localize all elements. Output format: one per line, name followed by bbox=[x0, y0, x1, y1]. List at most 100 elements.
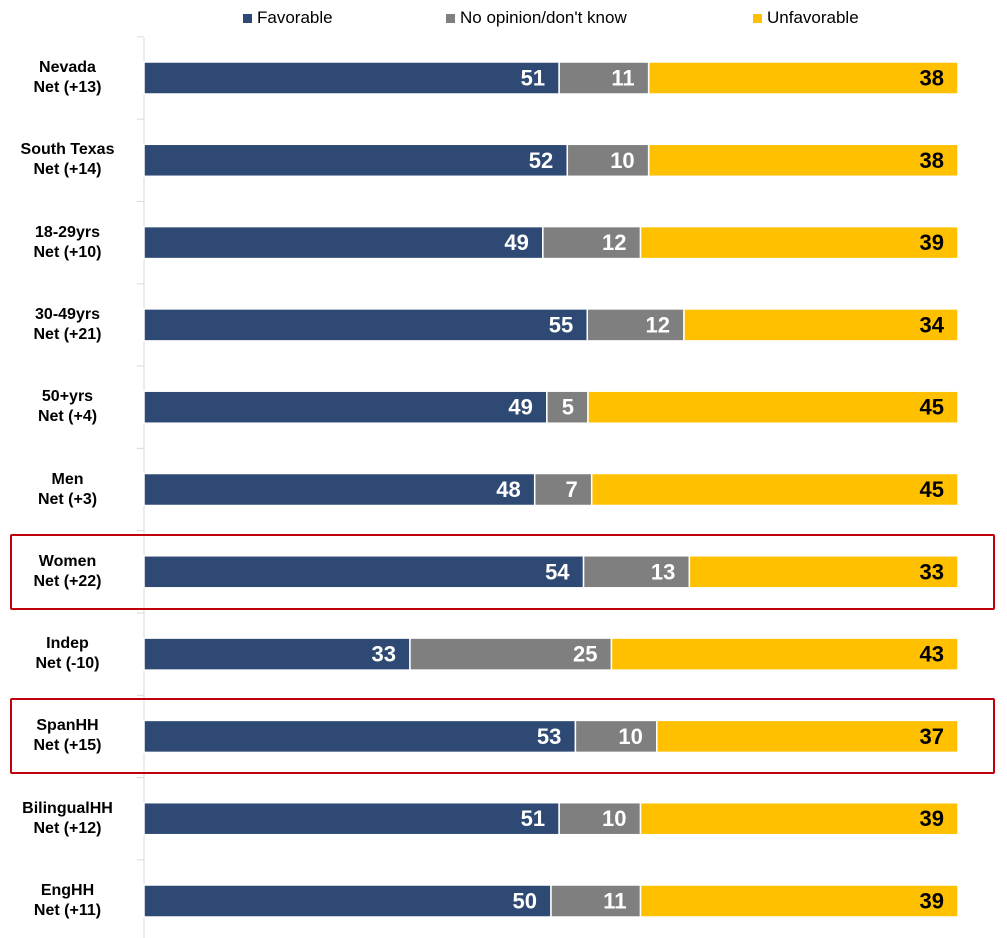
bar-favorable-30-49yrs bbox=[143, 308, 589, 342]
data-label-favorable-nevada: 51 bbox=[521, 66, 545, 91]
data-label-favorable-50-yrs: 49 bbox=[508, 395, 532, 420]
bar-favorable-men bbox=[143, 472, 536, 507]
data-label-favorable-women: 54 bbox=[545, 559, 570, 584]
bar-favorable-indep bbox=[143, 637, 411, 671]
data-label-unfavorable-bilingualhh: 39 bbox=[920, 806, 944, 831]
data-label-no-opinion-don-t-know-30-49yrs: 12 bbox=[645, 312, 669, 337]
bar-favorable-south-texas bbox=[143, 143, 569, 178]
data-label-no-opinion-don-t-know-nevada: 11 bbox=[611, 66, 634, 91]
data-label-unfavorable-50-yrs: 45 bbox=[920, 395, 944, 420]
legend-item-favorable: Favorable bbox=[243, 8, 333, 28]
category-label-nevada: Nevada Net (+13) bbox=[0, 58, 135, 98]
bar-favorable-50-yrs bbox=[143, 390, 548, 424]
data-label-favorable-men: 48 bbox=[496, 477, 520, 502]
legend-item-unfavorable: Unfavorable bbox=[753, 8, 859, 28]
category-label-net: Net (+21) bbox=[33, 325, 102, 343]
bar-unfavorable-south-texas bbox=[647, 143, 959, 178]
bar-favorable-bilingualhh bbox=[143, 801, 560, 836]
data-label-favorable-18-29yrs: 49 bbox=[504, 230, 528, 255]
legend-label-no-opinion: No opinion/don't know bbox=[460, 8, 627, 27]
bar-no-opinion-don-t-know-women bbox=[582, 555, 691, 589]
legend-swatch-unfavorable bbox=[753, 13, 762, 23]
data-label-unfavorable-30-49yrs: 34 bbox=[920, 312, 945, 337]
data-label-unfavorable-nevada: 38 bbox=[920, 66, 944, 91]
data-label-unfavorable-spanhh: 37 bbox=[920, 724, 944, 749]
bar-no-opinion-don-t-know-bilingualhh bbox=[558, 801, 642, 836]
category-label-50-yrs: 50+yrs Net (+4) bbox=[0, 387, 135, 427]
data-label-unfavorable-enghh: 39 bbox=[920, 889, 944, 914]
category-label-name: SpanHH bbox=[36, 717, 99, 735]
bar-unfavorable-men bbox=[590, 472, 959, 507]
data-label-no-opinion-don-t-know-50-yrs: 5 bbox=[562, 395, 574, 420]
data-label-no-opinion-don-t-know-men: 7 bbox=[565, 477, 577, 502]
bar-unfavorable-18-29yrs bbox=[639, 225, 959, 260]
category-label-net: Net (+14) bbox=[33, 161, 102, 179]
bar-favorable-spanhh bbox=[143, 719, 577, 754]
category-label-spanhh: SpanHH Net (+15) bbox=[0, 716, 135, 756]
category-label-south-texas: South Texas Net (+14) bbox=[0, 140, 135, 180]
category-label-name: EngHH bbox=[40, 882, 95, 899]
legend-label-favorable: Favorable bbox=[257, 8, 333, 27]
category-label-indep: Indep Net (-10) bbox=[0, 634, 135, 674]
bar-unfavorable-nevada bbox=[647, 61, 959, 95]
category-label-net: Net (+10) bbox=[33, 243, 102, 261]
data-label-no-opinion-don-t-know-spanhh: 10 bbox=[618, 724, 642, 749]
bar-unfavorable-spanhh bbox=[656, 719, 959, 754]
category-label-women: Women Net (+22) bbox=[0, 552, 135, 592]
bar-no-opinion-don-t-know-south-texas bbox=[566, 143, 650, 178]
bar-unfavorable-30-49yrs bbox=[683, 308, 959, 342]
data-label-favorable-30-49yrs: 55 bbox=[549, 312, 573, 337]
data-label-favorable-bilingualhh: 51 bbox=[521, 806, 545, 831]
bar-no-opinion-don-t-know-nevada bbox=[558, 61, 650, 95]
category-label-net: Net (+3) bbox=[37, 490, 98, 508]
bar-favorable-women bbox=[143, 555, 585, 589]
category-label-name: 18-29yrs bbox=[35, 223, 100, 241]
data-label-no-opinion-don-t-know-enghh: 11 bbox=[603, 889, 626, 914]
category-label-men: Men Net (+3) bbox=[0, 470, 135, 510]
bar-unfavorable-enghh bbox=[639, 884, 959, 918]
data-label-unfavorable-women: 33 bbox=[920, 559, 944, 584]
bar-favorable-enghh bbox=[143, 884, 552, 918]
category-label-name: Men bbox=[51, 470, 84, 488]
category-label-name: Indep bbox=[46, 635, 89, 653]
category-label-name: Women bbox=[38, 552, 97, 570]
category-label-bilingualhh: BilingualHH Net (+12) bbox=[0, 799, 135, 839]
highlight-box-spanhh bbox=[10, 698, 995, 775]
category-label-net: Net (+22) bbox=[33, 572, 102, 590]
bar-unfavorable-50-yrs bbox=[587, 390, 959, 424]
category-label-name: BilingualHH bbox=[22, 799, 113, 817]
data-label-favorable-spanhh: 53 bbox=[537, 724, 561, 749]
category-label-18-29yrs: 18-29yrs Net (+10) bbox=[0, 223, 135, 263]
data-label-no-opinion-don-t-know-18-29yrs: 12 bbox=[602, 230, 626, 255]
data-label-no-opinion-don-t-know-bilingualhh: 10 bbox=[602, 806, 626, 831]
data-label-no-opinion-don-t-know-women: 13 bbox=[651, 559, 675, 584]
bar-no-opinion-don-t-know-30-49yrs bbox=[586, 308, 685, 342]
category-label-enghh: EngHH Net (+11) bbox=[0, 881, 135, 921]
category-label-name: Nevada bbox=[39, 59, 96, 76]
data-label-unfavorable-indep: 43 bbox=[920, 642, 944, 667]
data-label-no-opinion-don-t-know-indep: 25 bbox=[573, 642, 597, 667]
chart-legend: Favorable No opinion/don't know Unfavora… bbox=[0, 8, 1007, 28]
category-label-name: 50+yrs bbox=[41, 388, 94, 406]
category-label-net: Net (-10) bbox=[35, 655, 100, 673]
data-label-favorable-enghh: 50 bbox=[513, 889, 537, 914]
data-label-unfavorable-south-texas: 38 bbox=[920, 148, 944, 173]
data-label-favorable-indep: 33 bbox=[371, 642, 395, 667]
data-label-unfavorable-18-29yrs: 39 bbox=[920, 230, 944, 255]
data-label-favorable-south-texas: 52 bbox=[529, 148, 553, 173]
category-label-30-49yrs: 30-49yrs Net (+21) bbox=[0, 305, 135, 345]
category-label-name: South Texas bbox=[20, 141, 115, 159]
bar-unfavorable-women bbox=[688, 555, 959, 589]
data-label-no-opinion-don-t-know-south-texas: 10 bbox=[610, 148, 634, 173]
legend-label-unfavorable: Unfavorable bbox=[767, 8, 859, 27]
category-label-net: Net (+12) bbox=[33, 819, 102, 837]
bar-unfavorable-indep bbox=[610, 637, 959, 671]
category-label-net: Net (+4) bbox=[37, 408, 98, 426]
category-label-net: Net (+11) bbox=[33, 902, 102, 919]
category-label-net: Net (+13) bbox=[33, 79, 102, 96]
legend-item-no-opinion: No opinion/don't know bbox=[446, 8, 627, 28]
category-label-name: 30-49yrs bbox=[35, 305, 100, 323]
legend-swatch-favorable bbox=[243, 13, 252, 23]
bar-no-opinion-don-t-know-enghh bbox=[550, 884, 642, 918]
